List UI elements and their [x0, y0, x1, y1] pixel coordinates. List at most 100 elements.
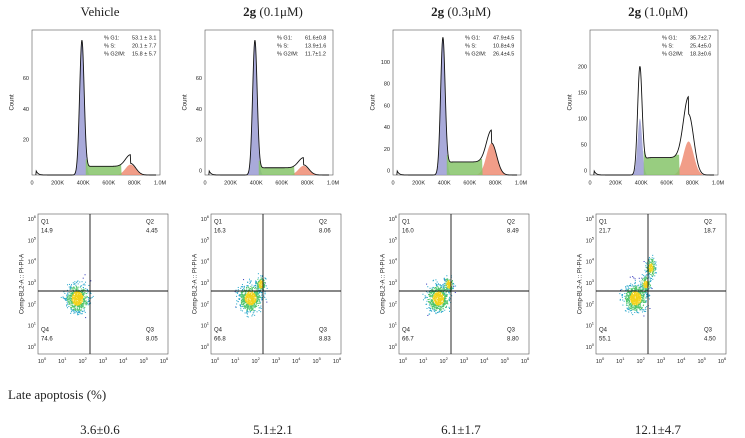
x-tick-label: 101 — [419, 356, 428, 365]
dot — [251, 304, 253, 306]
stat-label: % G2/M: — [104, 51, 126, 57]
dot — [639, 300, 641, 302]
dot — [77, 286, 79, 288]
dot — [74, 293, 76, 295]
dot — [645, 270, 647, 272]
dot — [646, 297, 648, 299]
dot — [438, 298, 440, 300]
dot — [649, 287, 651, 289]
dot — [436, 304, 438, 306]
dot — [66, 298, 68, 300]
x-tick-label: 101 — [231, 356, 240, 365]
dot — [77, 302, 79, 304]
dot — [648, 272, 650, 274]
dot — [440, 309, 442, 311]
dot — [249, 293, 251, 295]
dot — [630, 295, 632, 297]
dot — [649, 277, 651, 279]
dot — [247, 289, 249, 291]
dot — [252, 295, 254, 297]
quadrant-value: 4.45 — [146, 229, 158, 235]
dot — [263, 280, 265, 282]
dot — [79, 306, 81, 308]
dot — [438, 304, 440, 306]
dot — [83, 295, 85, 297]
dot — [631, 294, 633, 296]
dot — [629, 304, 631, 306]
dot — [84, 302, 86, 304]
dot — [638, 304, 640, 306]
dot — [448, 298, 450, 300]
dot — [443, 286, 445, 288]
dot — [437, 283, 439, 285]
dot — [642, 287, 644, 289]
dot — [639, 302, 641, 304]
dot — [630, 306, 632, 308]
dot — [264, 283, 266, 285]
dot — [632, 293, 634, 295]
dot — [625, 304, 627, 306]
dot — [261, 278, 263, 280]
dot — [632, 295, 634, 297]
dot — [90, 280, 92, 282]
dot — [650, 280, 652, 282]
quadrant-value: 14.9 — [41, 229, 53, 235]
dot — [641, 299, 643, 301]
dot — [631, 309, 633, 311]
dot — [82, 292, 84, 294]
dot — [639, 295, 641, 297]
dot — [638, 296, 640, 298]
dot — [624, 295, 626, 297]
dot — [257, 297, 259, 299]
dot — [645, 285, 647, 287]
dot — [243, 286, 245, 288]
dot — [252, 301, 254, 303]
dot — [637, 301, 639, 303]
dot — [264, 286, 266, 288]
dot — [80, 297, 82, 299]
dot — [446, 302, 448, 304]
dot — [75, 304, 77, 306]
treatment-label: Vehicle — [81, 4, 120, 19]
dot — [81, 296, 83, 298]
y-tick-label: 0 — [199, 168, 202, 174]
dot — [635, 288, 637, 290]
dot — [259, 289, 261, 291]
dot — [433, 291, 435, 293]
dot — [264, 297, 266, 299]
dot — [257, 297, 259, 299]
dot — [79, 297, 81, 299]
dot — [426, 307, 428, 309]
dot — [431, 291, 433, 293]
dot — [442, 299, 444, 301]
dot — [250, 285, 252, 287]
dot — [250, 305, 252, 307]
dot — [260, 280, 262, 282]
dot — [646, 267, 648, 269]
dot — [435, 287, 437, 289]
dot — [67, 292, 69, 294]
dot — [634, 293, 636, 295]
dot — [640, 309, 642, 311]
dot — [649, 273, 651, 275]
dot — [441, 305, 443, 307]
quadrant-name: Q1 — [402, 220, 411, 226]
dot — [632, 298, 634, 300]
tick-base: 10 — [586, 281, 592, 287]
dot — [251, 300, 253, 302]
dot — [432, 308, 434, 310]
dot — [244, 297, 246, 299]
tick-exponent: 1 — [207, 321, 210, 326]
dot — [253, 293, 255, 295]
tick-base: 10 — [419, 359, 425, 365]
dot — [249, 280, 251, 282]
dot — [242, 296, 244, 298]
dot — [651, 259, 653, 261]
dot — [624, 310, 626, 312]
dot — [255, 302, 257, 304]
dot — [261, 278, 263, 280]
dot — [449, 279, 451, 281]
dot — [634, 280, 636, 282]
dot — [264, 277, 266, 279]
dot — [631, 288, 633, 290]
